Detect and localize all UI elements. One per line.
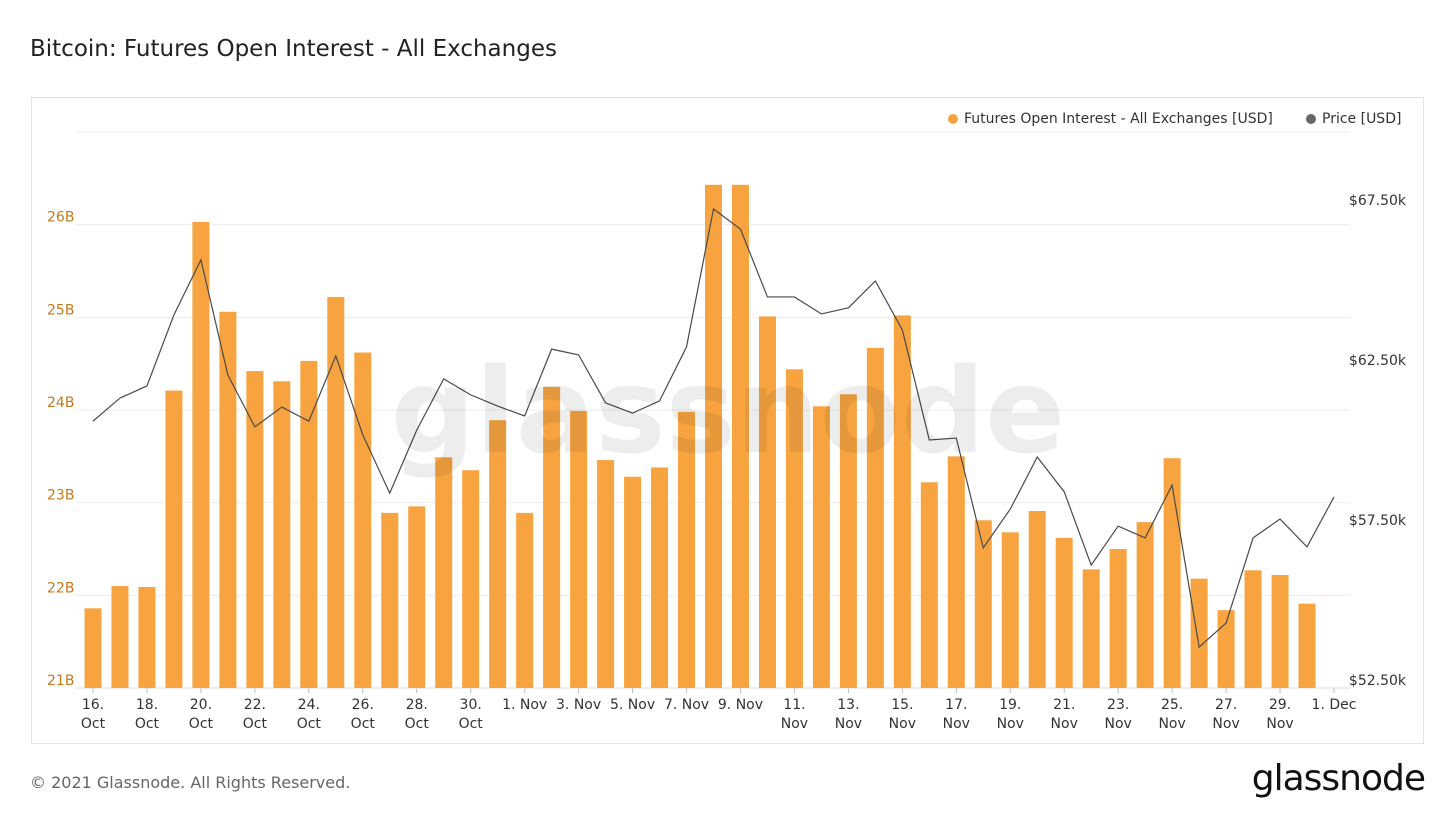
bar (678, 411, 696, 688)
y-tick-label: 22B (47, 580, 74, 596)
bar (273, 381, 291, 688)
bar (705, 184, 722, 688)
bar (516, 512, 534, 688)
bar (893, 315, 911, 688)
bar (1163, 458, 1181, 688)
bar (624, 476, 642, 688)
bar (462, 470, 480, 688)
x-tick-label: 9. Nov (717, 697, 764, 713)
legend-label: Price [USD] (1322, 111, 1402, 127)
y-tick-label: 24B (47, 395, 74, 411)
bar (1271, 574, 1289, 688)
bar (1298, 603, 1316, 688)
bar (354, 352, 372, 688)
bar (84, 608, 102, 688)
x-tick-label: 1. Dec (1311, 697, 1357, 713)
x-tick-label: 11. Nov (780, 697, 809, 732)
footer: © 2021 Glassnode. All Rights Reserved. (30, 773, 351, 792)
bar (812, 406, 830, 688)
logo: glassnode (1251, 758, 1426, 799)
y-tick-label: 26B (47, 210, 74, 226)
bar (597, 460, 615, 688)
bar (947, 456, 965, 688)
x-tick-label: 26. Oct (350, 697, 375, 732)
bar (1136, 522, 1154, 688)
x-tick-label: 27. Nov (1212, 697, 1240, 732)
x-tick-label: 28. Oct (404, 697, 429, 732)
legend-item: Price [USD] (1306, 111, 1401, 127)
bar (246, 371, 264, 688)
legend-swatch (1306, 114, 1316, 124)
x-tick-label: 18. Oct (134, 697, 160, 732)
bar (570, 410, 588, 688)
x-tick-label: 17. Nov (942, 697, 970, 732)
legend-swatch (948, 114, 958, 124)
x-tick-label: 5. Nov (609, 697, 656, 713)
bar (839, 394, 857, 688)
bar (165, 390, 183, 688)
bar (1055, 537, 1073, 688)
bar (1217, 610, 1235, 688)
x-tick-label: 7. Nov (663, 697, 710, 713)
y2-tick-label: $62.50k (1349, 353, 1407, 369)
bar (1082, 569, 1100, 688)
x-tick-label: 19. Nov (996, 697, 1024, 732)
bar (381, 512, 399, 688)
x-tick-label: 30. Oct (458, 697, 483, 732)
x-tick-label: 3. Nov (556, 697, 602, 713)
x-tick-label: 20. Oct (188, 697, 214, 732)
bar (489, 420, 507, 688)
x-tick-label: 21. Nov (1050, 697, 1078, 732)
bar (138, 586, 156, 688)
bar (192, 221, 210, 689)
bar (866, 347, 884, 688)
bar (219, 311, 237, 688)
bar (435, 457, 453, 688)
y2-tick-label: $67.50k (1349, 193, 1407, 209)
bar (327, 296, 345, 688)
x-tick-label: 15. Nov (888, 697, 916, 732)
bar (408, 506, 426, 688)
bar (1028, 511, 1046, 688)
x-tick-label: 22. Oct (242, 697, 267, 732)
legend-item: Futures Open Interest - All Exchanges [U… (948, 111, 1273, 127)
bar (1001, 532, 1019, 688)
x-tick-label: 25. Nov (1158, 697, 1186, 732)
bar (785, 369, 803, 688)
legend-label: Futures Open Interest - All Exchanges [U… (964, 111, 1273, 127)
bar (758, 316, 776, 688)
x-tick-label: 13. Nov (834, 697, 863, 732)
bar (1190, 578, 1208, 688)
watermark: glassnode (391, 342, 1066, 480)
bar (543, 386, 561, 688)
y-tick-label: 21B (47, 673, 74, 689)
x-tick-label: 16. Oct (80, 697, 106, 732)
bar (731, 184, 749, 688)
bar (111, 586, 129, 688)
bar (920, 482, 938, 688)
y-tick-label: 25B (47, 302, 74, 318)
chart-frame (31, 97, 1424, 744)
y-tick-label: 23B (47, 488, 74, 504)
chart-title: Bitcoin: Futures Open Interest - All Exc… (30, 36, 557, 62)
y2-tick-label: $57.50k (1349, 513, 1407, 529)
bar (974, 520, 992, 688)
price-line (92, 207, 1335, 649)
y2-tick-label: $52.50k (1349, 673, 1407, 689)
x-tick-label: 1. Nov (502, 697, 548, 713)
bar (1109, 549, 1127, 688)
bar (651, 467, 669, 688)
bar (300, 360, 318, 688)
x-tick-label: 29. Nov (1266, 697, 1294, 732)
bar (1244, 570, 1262, 688)
x-tick-label: 23. Nov (1104, 697, 1132, 732)
x-tick-label: 24. Oct (296, 697, 321, 732)
